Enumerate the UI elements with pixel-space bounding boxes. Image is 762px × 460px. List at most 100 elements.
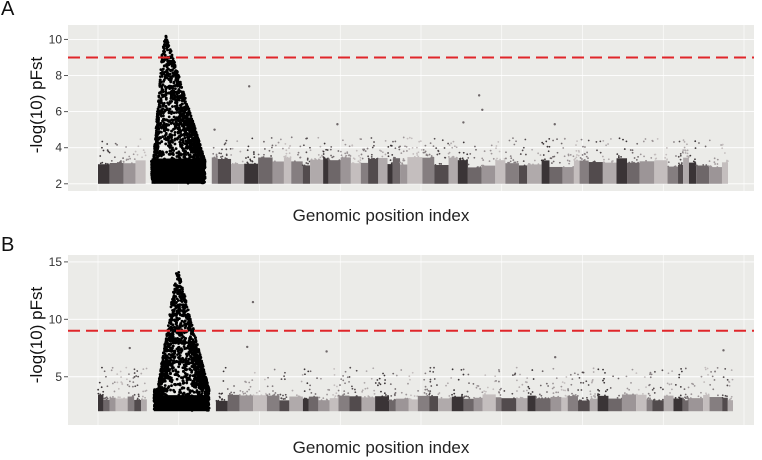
- chromosome-column: [562, 167, 574, 184]
- peak-snp-point: [191, 332, 195, 336]
- snp-point: [101, 146, 103, 149]
- snp-point: [576, 154, 578, 156]
- peak-snp-point: [187, 341, 191, 345]
- chromosome-column: [541, 160, 550, 184]
- snp-point: [134, 385, 137, 388]
- snp-point: [473, 396, 475, 399]
- peak-snp-point: [186, 326, 190, 330]
- chromosome-column: [98, 394, 104, 412]
- snp-point: [111, 366, 114, 369]
- peak-snp-point: [185, 367, 189, 371]
- chromosome-column: [683, 157, 689, 184]
- snp-point: [429, 378, 432, 381]
- snp-point: [406, 150, 408, 152]
- snp-point: [113, 156, 116, 159]
- snp-point: [555, 377, 558, 380]
- peak-snp-point: [166, 338, 170, 342]
- snp-point: [342, 394, 344, 397]
- snp-point: [378, 377, 381, 380]
- snp-point: [306, 157, 309, 160]
- peak-snp-point: [184, 364, 188, 368]
- chromosome-column: [579, 160, 589, 184]
- snp-point: [542, 143, 545, 145]
- snp-point: [691, 382, 693, 385]
- peak-snp-point: [166, 345, 170, 349]
- snp-point: [460, 395, 463, 397]
- snp-point: [416, 154, 419, 156]
- snp-point: [249, 394, 252, 397]
- snp-point: [569, 154, 572, 156]
- snp-point: [611, 160, 614, 162]
- snp-point: [499, 158, 501, 161]
- snp-point: [432, 371, 435, 373]
- snp-point: [631, 161, 634, 163]
- peak-snp-point: [172, 59, 176, 63]
- chromosome-column: [696, 165, 710, 184]
- snp-point: [455, 156, 458, 159]
- snp-point: [132, 395, 134, 397]
- snp-point: [522, 146, 525, 149]
- snp-point: [508, 139, 511, 142]
- snp-point: [406, 137, 409, 140]
- snp-point: [452, 140, 455, 143]
- snp-point: [513, 397, 515, 400]
- peak-snp-point: [161, 151, 164, 155]
- snp-point: [106, 149, 109, 152]
- snp-point: [716, 366, 719, 369]
- snp-point: [577, 154, 580, 157]
- snp-point: [649, 373, 651, 376]
- snp-point: [716, 158, 719, 161]
- chromosome-column: [578, 400, 590, 412]
- peak-snp-point: [172, 92, 176, 96]
- snp-point: [577, 373, 579, 376]
- snp-point: [730, 397, 732, 400]
- snp-point: [576, 140, 578, 143]
- peak-snp-point: [189, 148, 193, 152]
- peak-snp-point: [168, 318, 172, 322]
- snp-point: [410, 137, 413, 140]
- chromosome-column: [457, 160, 468, 184]
- snp-point: [494, 375, 497, 378]
- snp-point: [291, 389, 294, 392]
- snp-point: [337, 389, 340, 392]
- snp-point: [461, 157, 464, 160]
- snp-point: [472, 382, 475, 385]
- peak-snp-point: [164, 87, 168, 91]
- snp-point: [433, 366, 435, 369]
- snp-point: [678, 140, 681, 143]
- snp-point: [143, 151, 146, 154]
- snp-point: [317, 153, 320, 156]
- peak-snp-point: [191, 338, 195, 342]
- snp-point: [682, 151, 685, 154]
- snp-point: [552, 160, 555, 163]
- snp-point: [521, 149, 524, 152]
- snp-point: [410, 394, 412, 397]
- snp-point: [631, 368, 634, 371]
- peak-snp-point: [157, 131, 160, 135]
- peak-snp-point: [180, 297, 184, 301]
- snp-point: [617, 156, 620, 159]
- peak-snp-point: [194, 381, 198, 385]
- snp-point: [446, 382, 449, 385]
- snp-point: [467, 395, 469, 398]
- peak-snp-point: [168, 78, 172, 82]
- snp-point: [125, 366, 128, 369]
- snp-point: [286, 156, 289, 159]
- chromosome-column: [589, 398, 598, 412]
- snp-point: [131, 385, 134, 388]
- snp-point: [680, 367, 682, 370]
- chromosome-column: [682, 400, 689, 412]
- peak-snp-point: [193, 132, 197, 136]
- chromosome-column: [231, 164, 245, 184]
- peak-snp-point: [175, 301, 178, 304]
- snp-point: [252, 151, 255, 153]
- snp-point: [555, 391, 558, 394]
- peak-snp-point: [171, 68, 174, 72]
- snp-point: [661, 369, 664, 372]
- snp-point: [253, 153, 255, 155]
- snp-point: [447, 155, 450, 158]
- peak-snp-point: [171, 57, 175, 61]
- peak-snp-point: [172, 122, 176, 126]
- peak-snp-point: [183, 97, 187, 101]
